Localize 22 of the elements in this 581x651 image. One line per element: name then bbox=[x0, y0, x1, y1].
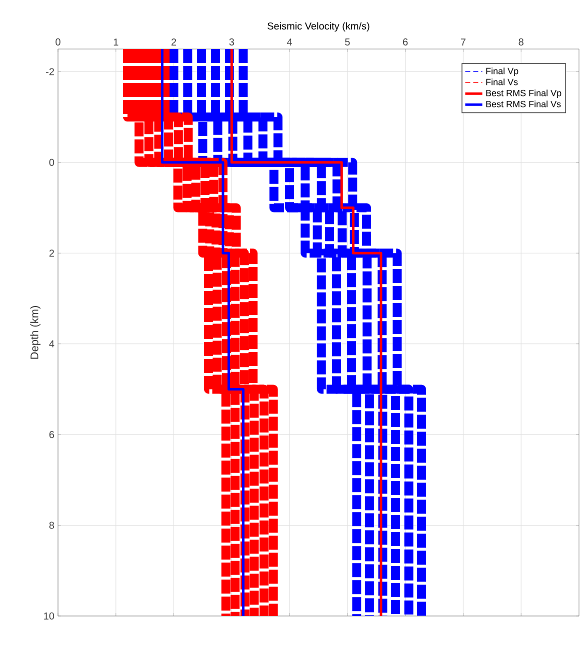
y-tick-label: -2 bbox=[46, 68, 54, 76]
y-axis-title: Depth (km) bbox=[30, 306, 40, 359]
x-tick-label: 6 bbox=[403, 38, 408, 46]
x-tick-label: 5 bbox=[345, 38, 350, 46]
x-tick-label: 1 bbox=[114, 38, 118, 46]
legend-label: Best RMS Final Vs bbox=[486, 100, 561, 108]
x-tick-label: 4 bbox=[287, 38, 292, 46]
x-tick-label: 7 bbox=[460, 38, 466, 46]
x-axis-title: Seismic Velocity (km/s) bbox=[268, 22, 370, 32]
y-tick-label: 0 bbox=[49, 158, 54, 166]
x-tick-label: 0 bbox=[56, 38, 60, 46]
x-tick-label: 3 bbox=[229, 38, 234, 46]
y-tick-label: 2 bbox=[49, 250, 54, 257]
x-tick-label: 2 bbox=[171, 38, 176, 46]
y-tick-label: 10 bbox=[44, 612, 54, 620]
legend-label: Best RMS Final Vp bbox=[486, 90, 562, 98]
x-tick-label: 8 bbox=[518, 38, 524, 46]
y-tick-label: 6 bbox=[49, 431, 54, 438]
legend-label: Final Vs bbox=[486, 78, 518, 86]
legend-label: Final Vp bbox=[486, 68, 518, 76]
y-tick-label: 4 bbox=[49, 340, 54, 348]
y-tick-label: 8 bbox=[49, 522, 54, 529]
